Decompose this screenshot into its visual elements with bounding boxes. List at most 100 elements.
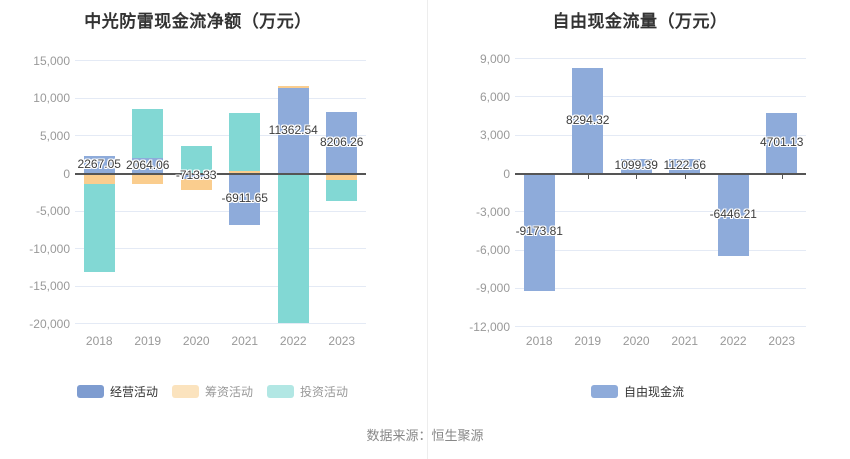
x-axis-label: 2018: [525, 334, 553, 348]
bar-segment-筹资活动[interactable]: [326, 173, 358, 180]
bar-segment-经营活动[interactable]: [229, 173, 261, 226]
bar-value-label: 8206.26: [320, 134, 364, 149]
y-axis-label: -20,000: [29, 316, 70, 331]
bar-segment-经营活动[interactable]: [277, 88, 309, 174]
chart-divider: [427, 0, 428, 459]
y-axis-label: 10,000: [33, 91, 70, 106]
bar-segment-筹资活动[interactable]: [229, 170, 261, 174]
y-axis-label: -5,000: [35, 204, 70, 219]
chart-title-free-cashflow: 自由现金流量（万元）: [552, 12, 728, 31]
x-axis-label: 2022: [279, 334, 307, 348]
x-axis-tick: [781, 174, 783, 179]
legend-swatch: [171, 385, 199, 398]
legend-item-投资活动[interactable]: 投资活动: [267, 383, 348, 400]
chart-net-cashflow: 中光防雷现金流净额（万元） 15,000 10,000 5,000 0 -5,000 -1…: [0, 12, 425, 400]
legend-net-cashflow: 经营活动 筹资活动 投资活动: [0, 383, 425, 400]
y-axis-label: 5,000: [39, 128, 70, 143]
x-axis-label: 2019: [574, 334, 602, 348]
x-axis-zero-line: [75, 172, 366, 175]
bar-segment-自由现金流[interactable]: [669, 159, 701, 174]
legend-item-经营活动[interactable]: 经营活动: [76, 383, 158, 400]
gridline: [515, 96, 806, 98]
bar-segment-投资活动[interactable]: [180, 145, 212, 174]
bar-segment-自由现金流[interactable]: [572, 67, 604, 174]
y-axis-label: -12,000: [469, 319, 510, 334]
bar-segment-经营活动[interactable]: [132, 157, 164, 174]
bar-segment-投资活动[interactable]: [326, 179, 358, 201]
bar-value-label: 2064.06: [126, 157, 170, 172]
gridline: [515, 326, 806, 328]
x-axis-label: 2023: [328, 334, 356, 348]
bar-value-label: -6446.21: [709, 206, 757, 221]
bar-value-label: 8294.32: [566, 112, 610, 127]
x-axis-zero-line: [515, 172, 806, 175]
legend-item-自由现金流[interactable]: 自由现金流: [590, 383, 684, 400]
x-axis-label: 2021: [231, 334, 259, 348]
bar-segment-自由现金流[interactable]: [717, 173, 749, 256]
y-axis-label: -9,000: [475, 281, 510, 296]
x-axis-tick: [684, 174, 686, 179]
y-axis-label: -6,000: [475, 243, 510, 258]
bar-value-label: 2267.05: [77, 156, 121, 171]
x-axis-label: 2019: [134, 334, 162, 348]
legend-swatch: [267, 385, 294, 398]
x-axis-label: 2020: [182, 334, 210, 348]
gridline: [75, 323, 366, 325]
bar-value-label: -6911.65: [221, 191, 268, 206]
legend-swatch: [590, 385, 618, 398]
x-axis-tick: [636, 174, 638, 179]
plot-area-net-cashflow: 15,000 10,000 5,000 0 -5,000 -10,000 -15,000 -2…: [29, 53, 366, 348]
bar-segment-经营活动[interactable]: [180, 173, 212, 179]
y-axis-label: -15,000: [29, 279, 70, 294]
bar-segment-筹资活动[interactable]: [180, 178, 212, 190]
bar-value-label: -9173.81: [515, 224, 563, 239]
y-axis-label: -3,000: [475, 204, 510, 219]
bar-segment-筹资活动[interactable]: [83, 173, 115, 185]
y-axis-label: 6,000: [479, 89, 510, 104]
x-axis-tick: [587, 174, 589, 179]
bar-segment-投资活动[interactable]: [229, 113, 261, 171]
gridline: [75, 285, 366, 287]
gridline: [75, 60, 366, 62]
gridline: [75, 97, 366, 99]
legend-label: 投资活动: [300, 385, 349, 399]
bar-segment-经营活动[interactable]: [83, 156, 115, 174]
data-source-note: 数据来源：恒生聚源: [366, 428, 484, 443]
gridline: [75, 210, 366, 212]
bar-value-label: 11362.54: [268, 122, 318, 137]
gridline: [515, 287, 806, 289]
bar-segment-投资活动[interactable]: [277, 173, 309, 324]
gridline: [75, 135, 366, 137]
chart-title-net-cashflow: 中光防雷现金流净额（万元）: [84, 12, 312, 31]
x-axis-label: 2021: [671, 334, 699, 348]
x-axis-label: 2022: [719, 334, 747, 348]
y-axis-label: 15,000: [33, 53, 70, 68]
gridline: [515, 58, 806, 60]
bar-value-label: 1099.39: [614, 158, 658, 173]
legend-swatch: [76, 385, 104, 398]
bar-segment-自由现金流[interactable]: [620, 159, 652, 174]
legend-label: 筹资活动: [204, 385, 253, 399]
x-axis-label: 2020: [622, 334, 650, 348]
bar-segment-投资活动[interactable]: [83, 184, 115, 272]
bar-segment-筹资活动[interactable]: [132, 173, 164, 185]
bar-segment-自由现金流[interactable]: [766, 113, 798, 174]
bar-value-label: 4701.13: [760, 135, 804, 150]
bar-value-label: -713.33: [175, 168, 217, 183]
y-axis-label: -10,000: [29, 241, 70, 256]
bar-segment-经营活动[interactable]: [326, 111, 358, 174]
bar-segment-自由现金流[interactable]: [523, 173, 555, 291]
legend-label: 经营活动: [109, 385, 158, 399]
y-axis-label: 0: [503, 166, 510, 181]
y-axis-label: 0: [63, 166, 70, 181]
gridline: [515, 134, 806, 136]
gridline: [515, 211, 806, 213]
legend-item-筹资活动[interactable]: 筹资活动: [171, 383, 253, 400]
plot-area-free-cashflow: 9,000 6,000 3,000 0 -3,000 -6,000 -9,000 -12,00…: [425, 0, 850, 459]
bar-segment-筹资活动[interactable]: [277, 86, 309, 89]
chart-free-cashflow: 自由现金流量（万元） 9,000 6,000 3,000 0 -3,000 -6,000-…: [425, 0, 850, 459]
y-axis-label: 3,000: [479, 128, 510, 143]
legend-free-cashflow: 自由现金流: [425, 383, 850, 400]
bar-segment-投资活动[interactable]: [132, 109, 164, 158]
